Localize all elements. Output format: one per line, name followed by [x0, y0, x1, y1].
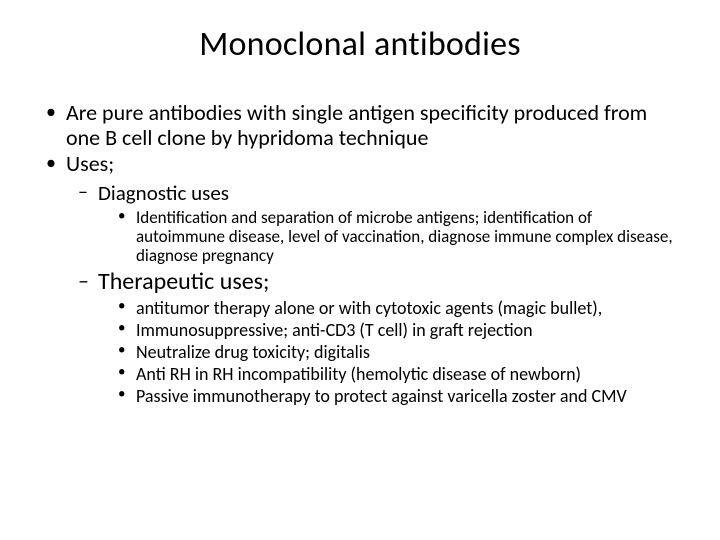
lvl1-item: Uses; Diagnostic uses Identification and… — [40, 152, 680, 406]
lvl3-item: Identification and separation of microbe… — [116, 208, 680, 266]
lvl2-item-therapeutic: Therapeutic uses; antitumor therapy alon… — [74, 268, 680, 407]
lvl1-item: Are pure antibodies with single antigen … — [40, 101, 680, 150]
lvl2-item-label: Diagnostic uses — [98, 180, 229, 206]
lvl3-item: Anti RH in RH incompatibility (hemolytic… — [116, 364, 680, 385]
lvl2-item-label: Therapeutic uses; — [98, 267, 269, 296]
lvl3-item: antitumor therapy alone or with cytotoxi… — [116, 298, 680, 319]
bullet-list-lvl3-diagnostic: Identification and separation of microbe… — [98, 208, 680, 266]
lvl1-item-label: Uses; — [66, 150, 114, 177]
bullet-list-lvl1: Are pure antibodies with single antigen … — [40, 101, 680, 406]
lvl3-item: Passive immunotherapy to protect against… — [116, 386, 680, 407]
slide: Monoclonal antibodies Are pure antibodie… — [0, 0, 720, 540]
lvl2-item-diagnostic: Diagnostic uses Identification and separ… — [74, 181, 680, 266]
lvl3-item: Neutralize drug toxicity; digitalis — [116, 342, 680, 363]
lvl3-item: Immunosuppressive; anti-CD3 (T cell) in … — [116, 320, 680, 341]
bullet-list-lvl3-therapeutic: antitumor therapy alone or with cytotoxi… — [98, 298, 680, 406]
slide-title: Monoclonal antibodies — [40, 24, 680, 65]
bullet-list-lvl2: Diagnostic uses Identification and separ… — [66, 181, 680, 407]
